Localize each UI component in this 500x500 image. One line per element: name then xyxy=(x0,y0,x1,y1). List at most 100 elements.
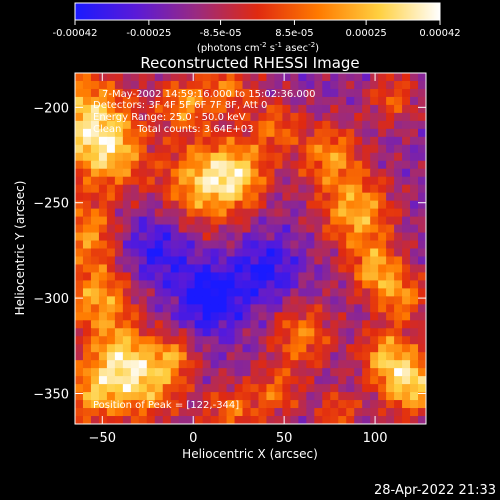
heatmap-cell xyxy=(290,136,299,146)
heatmap-cell xyxy=(354,216,363,226)
heatmap-cell xyxy=(186,256,196,266)
heatmap-cell xyxy=(378,136,387,146)
heatmap-cell xyxy=(306,328,315,337)
heatmap-cell xyxy=(354,232,363,242)
heatmap-cell xyxy=(274,96,284,106)
heatmap-cell xyxy=(402,416,411,424)
heatmap-cell xyxy=(234,304,244,313)
heatmap-cell xyxy=(250,312,260,321)
heatmap-cell xyxy=(410,392,419,401)
heatmap-cell xyxy=(314,176,323,186)
heatmap-cell xyxy=(202,88,212,98)
heatmap-cell xyxy=(346,304,355,313)
heatmap-cell xyxy=(170,288,180,297)
heatmap-cell xyxy=(114,312,124,321)
heatmap-cell xyxy=(298,256,307,266)
heatmap-cell xyxy=(354,152,363,162)
heatmap-cell xyxy=(378,328,387,337)
heatmap-cell xyxy=(130,256,140,266)
heatmap-cell xyxy=(274,128,284,138)
heatmap-cell xyxy=(258,208,268,218)
heatmap-cell xyxy=(178,256,188,266)
heatmap-cell xyxy=(378,96,387,106)
heatmap-cell xyxy=(370,272,379,282)
heatmap-cell xyxy=(242,80,252,90)
heatmap-cell xyxy=(90,368,100,377)
heatmap-cell xyxy=(234,416,244,424)
heatmap-cell xyxy=(330,320,339,329)
heatmap-cell xyxy=(378,152,387,162)
heatmap-cell xyxy=(402,392,411,401)
heatmap-cell xyxy=(218,376,228,385)
heatmap-cell xyxy=(162,120,172,130)
heatmap-cell xyxy=(75,344,84,353)
heatmap-cell xyxy=(346,368,355,377)
heatmap-cell xyxy=(322,328,331,337)
heatmap-cell xyxy=(370,256,379,266)
heatmap-cell xyxy=(282,88,291,98)
heatmap-cell xyxy=(170,168,180,178)
heatmap-cell xyxy=(122,176,132,186)
heatmap-cell xyxy=(75,168,84,178)
heatmap-cell xyxy=(266,392,276,401)
heatmap-cell xyxy=(378,192,387,202)
heatmap-cell xyxy=(98,256,108,266)
heatmap-cell xyxy=(186,296,196,305)
heatmap-cell xyxy=(82,416,92,424)
heatmap-cell xyxy=(138,312,148,321)
heatmap-cell xyxy=(354,264,363,274)
heatmap-cell xyxy=(242,344,252,353)
heatmap-cell xyxy=(170,128,180,138)
heatmap-cell xyxy=(194,360,204,369)
heatmap-cell xyxy=(210,408,220,417)
heatmap-cell xyxy=(154,232,164,242)
heatmap-cell xyxy=(418,104,426,114)
heatmap-cell xyxy=(418,336,426,345)
heatmap-cell xyxy=(298,176,307,186)
heatmap-cell xyxy=(410,296,419,305)
heatmap-cell xyxy=(410,352,419,361)
heatmap-cell xyxy=(306,120,315,130)
heatmap-cell xyxy=(170,160,180,170)
heatmap-cell xyxy=(370,344,379,353)
heatmap-cell xyxy=(314,328,323,337)
heatmap-cell xyxy=(394,96,403,106)
heatmap-cell xyxy=(354,88,363,98)
heatmap-cell xyxy=(130,184,140,194)
heatmap-cell xyxy=(98,264,108,274)
heatmap-cell xyxy=(266,360,276,369)
heatmap-cell xyxy=(234,248,244,258)
heatmap-cell xyxy=(402,344,411,353)
heatmap-cell xyxy=(418,384,426,393)
heatmap-cell xyxy=(122,88,132,98)
colorbar-tick-label: -0.00042 xyxy=(53,28,98,39)
heatmap-cell xyxy=(306,280,315,289)
heatmap-cell xyxy=(242,280,252,289)
heatmap-cell xyxy=(258,192,268,202)
heatmap-cell xyxy=(178,288,188,297)
heatmap-cell xyxy=(306,216,315,226)
heatmap-cell xyxy=(106,160,116,170)
heatmap-cell xyxy=(138,296,148,305)
heatmap-cell xyxy=(306,312,315,321)
heatmap-cell xyxy=(82,272,92,282)
heatmap-cell xyxy=(362,392,371,401)
heatmap-cell xyxy=(130,144,140,154)
heatmap-cell xyxy=(122,376,132,385)
heatmap-cell xyxy=(298,360,307,369)
heatmap-cell xyxy=(330,136,339,146)
heatmap-cell xyxy=(298,368,307,377)
heatmap-cell xyxy=(250,328,260,337)
heatmap-cell xyxy=(218,296,228,305)
heatmap-cell xyxy=(402,160,411,170)
heatmap-cell xyxy=(90,88,100,98)
heatmap-cell xyxy=(194,368,204,377)
heatmap-cell xyxy=(218,272,228,282)
heatmap-cell xyxy=(402,280,411,289)
heatmap-cell xyxy=(378,224,387,234)
heatmap-cell xyxy=(258,112,268,122)
heatmap-cell xyxy=(122,192,132,202)
heatmap-cell xyxy=(75,104,84,114)
heatmap-cell xyxy=(210,400,220,409)
heatmap-cell xyxy=(194,336,204,345)
